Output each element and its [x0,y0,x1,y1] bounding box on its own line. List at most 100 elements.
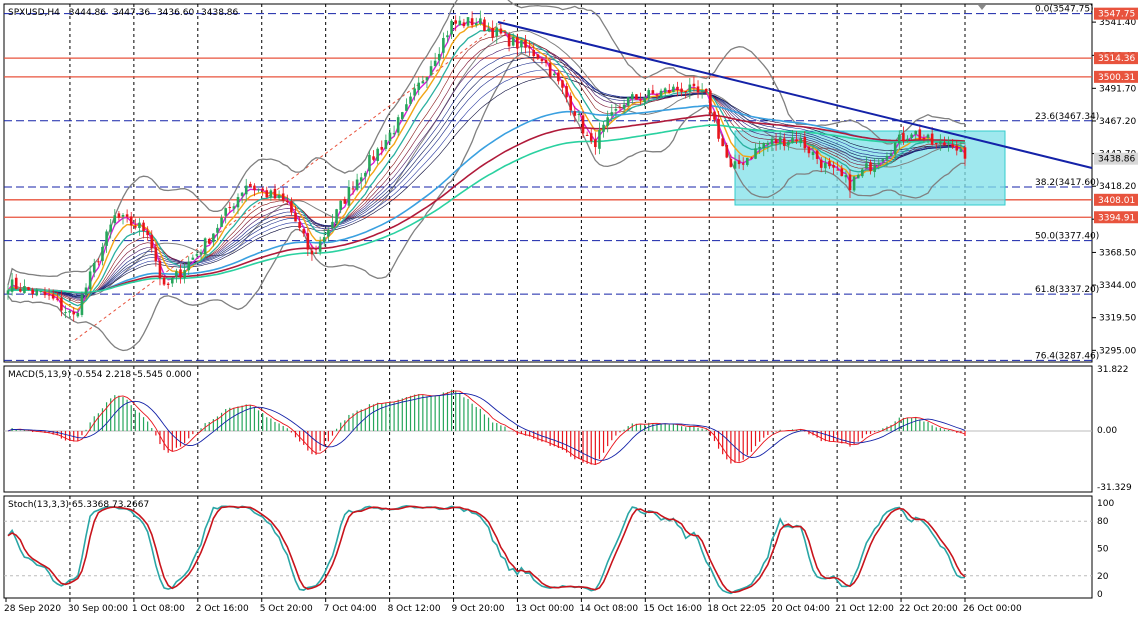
candle-body [442,37,445,53]
time-axis-label: 26 Oct 00:00 [963,604,1022,614]
candle-body [199,252,203,255]
candle-body [589,133,593,142]
candle-body [824,162,827,169]
candle-body [955,145,959,151]
shift-arrow-icon[interactable] [978,5,986,10]
candle-body [142,222,145,232]
candle-body [721,138,724,147]
candle-body [216,227,219,233]
candle-body [474,22,478,25]
candle-body [700,90,704,92]
candle-body [914,130,918,135]
price-panel[interactable]: 0.0(3547.75) 23.6(3467.34) 38.2(3417.60) 50… [3,0,1099,363]
signal-line [7,392,966,461]
price-panel-frame [3,3,1093,363]
time-axis-label: 7 Oct 04:00 [324,604,377,614]
time-axis-label: 22 Oct 20:00 [899,604,958,614]
candle-body [569,95,572,111]
macd-panel[interactable]: MACD(5,13,9) -0.554 2.218 -5.545 0.000 [3,365,1093,493]
price-tag [1094,52,1138,65]
time-axis-label: 2 Oct 16:00 [196,604,249,614]
time-axis-label: 9 Oct 20:00 [452,604,505,614]
candle-body [466,17,470,26]
candle-body [388,132,392,142]
symbol-header: SPXUSD,H4 3444.86 3447.36 3436.60 3438.8… [8,8,239,18]
candle-body [963,147,967,159]
price-tag-label: 3547.75 [1098,10,1135,20]
candle-body [926,134,930,138]
candle-body [154,247,158,262]
candle-body [335,209,338,224]
price-tag [1094,7,1138,20]
candle-body [76,312,80,317]
candle-body [552,73,556,76]
candle-body [663,88,667,93]
candle-body [298,221,301,228]
ma-ribbon-line [7,69,966,297]
candle-body [396,117,400,133]
candle-body [72,311,76,315]
candle-body [532,49,536,57]
candle-body [187,261,191,271]
candle-body [803,137,807,149]
candle-body [314,252,318,254]
candle-body [918,129,922,140]
time-axis-label: 8 Oct 12:00 [388,604,441,614]
macd-vertical-grid [69,366,966,492]
candle-body [507,33,511,47]
candle-body [380,146,384,150]
candle-body [138,222,141,229]
candle-body [577,113,581,115]
candle-body [253,185,256,191]
candle-body [692,83,696,87]
stoch-k-line [7,504,966,595]
macd-title: MACD(5,13,9) -0.554 2.218 -5.545 0.000 [8,370,192,380]
candle-body [121,214,125,217]
candle-body [55,298,59,300]
candle-body [257,189,260,191]
candle-body [861,169,864,177]
candle-body [684,91,688,93]
candle-body [787,141,790,146]
candle-body [458,20,462,26]
candle-body [97,261,100,263]
candle-body [51,294,55,299]
candle-body [951,144,954,148]
candle-body [528,46,531,49]
candle-body [117,213,121,218]
price-axis-label: 3418.20 [1099,182,1136,192]
candle-body [713,111,716,120]
candle-body [491,27,494,38]
candle-body [680,88,683,92]
stochastic-panel[interactable]: Stoch(13,3,3) 65.3368 73.2667 [3,495,1093,599]
candle-body [565,86,568,98]
candle-body [524,39,527,48]
candle-body [655,94,659,96]
time-axis-label: 5 Oct 20:00 [260,604,313,614]
candle-body [294,212,297,222]
candle-body [573,111,577,116]
candle-body [175,271,178,277]
stoch-axis: 100 80 50 20 0 [1097,499,1114,600]
candle-body [331,221,334,229]
candle-body [183,270,186,278]
candle-body [774,139,778,144]
candle-body [285,200,289,203]
candle-body [725,144,729,158]
candle-body [832,165,835,168]
candle-body [212,233,215,243]
candle-body [622,104,626,109]
candle-body [750,157,753,159]
candle-body [429,66,433,76]
fib-label: 50.0(3377.40) [1035,232,1099,242]
candle-body [105,231,108,246]
candle-body [873,165,876,172]
time-axis-label: 21 Oct 12:00 [835,604,894,614]
candle-body [696,86,700,93]
price-axis-label: 3344.00 [1099,281,1136,291]
fib-label: 23.6(3467.34) [1035,112,1099,122]
price-tag-label: 3394.91 [1098,213,1135,223]
stoch-axis-label: 50 [1097,545,1109,555]
candle-body [495,27,499,37]
